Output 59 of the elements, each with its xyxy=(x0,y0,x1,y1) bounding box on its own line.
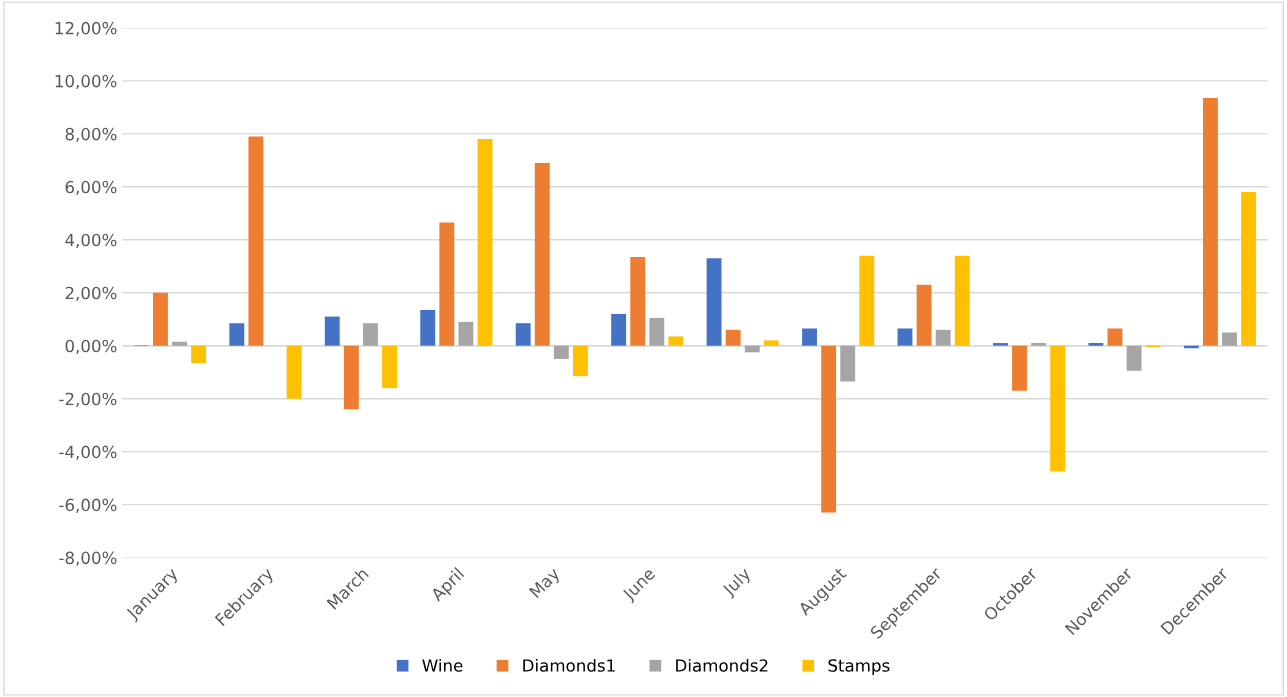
bar xyxy=(916,284,932,346)
y-tick-label: 12,00% xyxy=(55,21,117,37)
bar xyxy=(382,345,397,389)
bar xyxy=(172,341,187,346)
bar xyxy=(420,309,436,346)
y-tick-label: 0,00% xyxy=(65,339,117,354)
y-tick-label: 2,00% xyxy=(65,286,117,302)
legend-label: Diamonds1 xyxy=(523,658,615,672)
bar xyxy=(1031,343,1047,346)
y-tick-label: -4,00% xyxy=(59,445,117,460)
bar xyxy=(553,345,569,359)
bar xyxy=(649,317,665,346)
bar xyxy=(744,345,760,353)
y-tick-label: 6,00% xyxy=(65,180,117,196)
bar xyxy=(840,345,856,382)
bar xyxy=(439,222,455,346)
y-tick-label: 4,00% xyxy=(65,233,117,249)
y-tick-label: 8,00% xyxy=(65,127,117,143)
y-tick-label: -6,00% xyxy=(59,498,117,513)
bar xyxy=(248,136,264,346)
bar xyxy=(1222,332,1237,346)
bar xyxy=(363,323,378,346)
bar xyxy=(1012,345,1027,391)
bar xyxy=(324,316,340,346)
bar xyxy=(153,292,168,346)
bar xyxy=(706,258,722,346)
y-tick-label: -2,00% xyxy=(59,392,117,407)
bar xyxy=(992,343,1008,346)
bar xyxy=(477,139,493,346)
bar xyxy=(1088,343,1104,346)
bar xyxy=(1107,328,1123,346)
legend-label: Stamps xyxy=(828,659,890,676)
bar xyxy=(802,328,817,346)
bar xyxy=(191,345,207,363)
bar xyxy=(897,328,913,346)
bar xyxy=(1202,98,1218,346)
bar xyxy=(1241,192,1257,346)
bar xyxy=(668,336,684,346)
bar xyxy=(611,313,627,346)
bar xyxy=(572,345,588,377)
bar xyxy=(534,162,550,346)
bar xyxy=(286,345,302,399)
bar xyxy=(1126,345,1142,371)
y-tick-label: -8,00% xyxy=(59,551,117,566)
bar xyxy=(935,329,951,346)
bar xyxy=(954,255,970,346)
bar xyxy=(458,321,474,346)
bar xyxy=(821,345,837,513)
bar xyxy=(1050,345,1066,472)
bar xyxy=(725,329,741,346)
bar xyxy=(343,345,359,410)
bar xyxy=(515,323,531,346)
bar xyxy=(630,256,646,346)
bar xyxy=(859,255,875,346)
bar xyxy=(763,340,779,346)
legend-label: Wine xyxy=(422,658,463,672)
legend-label: Diamonds2 xyxy=(676,658,768,672)
y-tick-label: 10,00% xyxy=(55,74,117,90)
bar xyxy=(229,323,245,346)
